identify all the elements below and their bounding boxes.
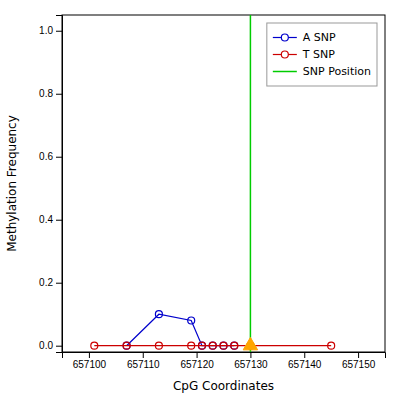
point — [188, 317, 195, 324]
tick-mark — [143, 352, 144, 358]
tick-mark — [56, 31, 62, 32]
tick-label: 0.6 — [39, 151, 53, 162]
triangle-marker — [243, 337, 257, 349]
tick: 657150 — [342, 352, 376, 370]
tick: 657100 — [73, 352, 107, 370]
tick-mark — [56, 94, 62, 95]
tick: 657140 — [288, 352, 322, 370]
legend: A SNP T SNP SNP Position — [267, 23, 377, 86]
y-axis-title: Methylation Frequency — [5, 115, 19, 252]
series — [123, 311, 238, 349]
tick-label: 1.0 — [39, 25, 53, 36]
point — [155, 342, 162, 349]
tick: 0.4 — [39, 214, 62, 225]
series — [243, 337, 257, 349]
tick-mark — [56, 346, 62, 347]
tick-label: 657120 — [180, 359, 214, 370]
tick-mark — [304, 352, 305, 358]
point — [91, 342, 98, 349]
point — [231, 342, 238, 349]
point — [220, 342, 227, 349]
tick-mark — [56, 283, 62, 284]
legend-label: T SNP — [302, 48, 335, 61]
tick-label: 657130 — [234, 359, 268, 370]
tick: 657120 — [180, 352, 214, 370]
legend-marker — [281, 51, 288, 58]
tick-mark — [56, 157, 62, 158]
tick: 0.6 — [39, 151, 62, 162]
tick-mark — [358, 352, 359, 358]
legend-box — [267, 23, 377, 86]
tick-mark — [89, 352, 90, 358]
tick-label: 657150 — [342, 359, 376, 370]
y-axis: 0.0 0.2 0.4 0.6 0.8 1.0 — [39, 16, 62, 353]
point — [155, 311, 162, 318]
chart: 6571006571106571206571306571406571500.00… — [0, 0, 400, 400]
axis-line — [63, 353, 386, 359]
point — [188, 342, 195, 349]
legend-marker — [281, 34, 288, 41]
point — [328, 342, 335, 349]
tick: 657110 — [127, 352, 160, 370]
point — [123, 342, 130, 349]
x-axis: 657100 657110 657120 657130 657140 657150 — [63, 352, 386, 370]
tick-label: 0.2 — [39, 277, 53, 288]
point — [198, 342, 205, 349]
tick: 0.2 — [39, 277, 62, 288]
x-axis-title: CpG Coordinates — [173, 379, 274, 393]
axis-line — [56, 16, 63, 353]
plot-frame — [62, 15, 385, 352]
tick-label: 657100 — [73, 359, 107, 370]
tick-label: 657140 — [288, 359, 322, 370]
tick-mark — [56, 220, 62, 221]
tick-label: 657110 — [127, 359, 160, 370]
tick: 0.8 — [39, 88, 62, 99]
tick-mark — [197, 352, 198, 358]
series — [250, 15, 251, 352]
tick-mark — [250, 352, 251, 358]
legend-label: A SNP — [303, 31, 336, 44]
legend-swatch — [273, 71, 297, 73]
series — [91, 342, 335, 349]
vertical-line — [250, 15, 252, 352]
legend-label: SNP Position — [303, 65, 371, 78]
line — [127, 314, 235, 345]
tick-label: 0.4 — [39, 214, 53, 225]
tick: 657130 — [234, 352, 268, 370]
tick-label: 0.8 — [39, 88, 53, 99]
point — [209, 342, 216, 349]
tick: 0.0 — [39, 340, 62, 351]
tick: 1.0 — [39, 25, 62, 36]
tick-label: 0.0 — [39, 340, 53, 351]
